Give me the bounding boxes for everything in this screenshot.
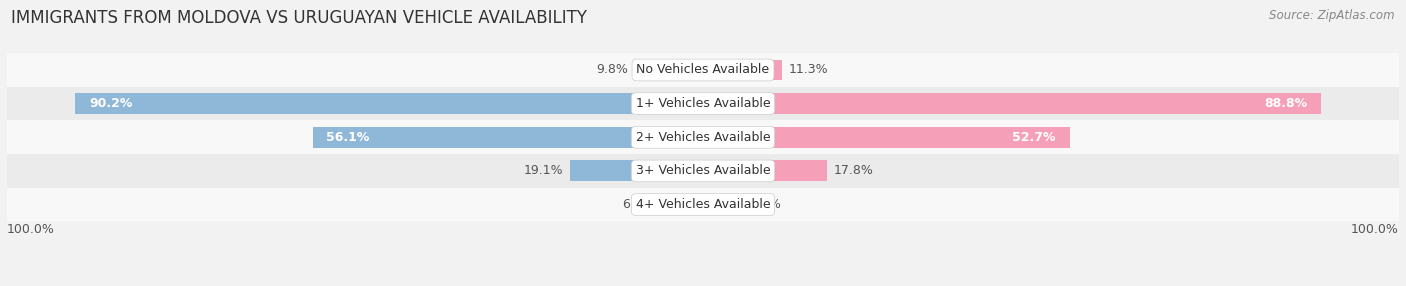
Bar [312,127,703,148]
Text: 4+ Vehicles Available: 4+ Vehicles Available [636,198,770,211]
Text: No Vehicles Available: No Vehicles Available [637,63,769,76]
Bar [7,53,1399,87]
Bar [634,59,703,80]
Bar [7,120,1399,154]
Text: 3+ Vehicles Available: 3+ Vehicles Available [636,164,770,177]
Bar [7,154,1399,188]
Bar [76,93,703,114]
Text: 100.0%: 100.0% [1351,223,1399,236]
Bar [703,59,782,80]
Text: 9.8%: 9.8% [596,63,628,76]
Text: 88.8%: 88.8% [1264,97,1308,110]
Text: 11.3%: 11.3% [789,63,828,76]
Text: Source: ZipAtlas.com: Source: ZipAtlas.com [1270,9,1395,21]
Text: 1+ Vehicles Available: 1+ Vehicles Available [636,97,770,110]
Text: 19.1%: 19.1% [523,164,564,177]
Bar [7,188,1399,221]
Text: 6.0%: 6.0% [623,198,654,211]
Text: 2+ Vehicles Available: 2+ Vehicles Available [636,131,770,144]
Text: IMMIGRANTS FROM MOLDOVA VS URUGUAYAN VEHICLE AVAILABILITY: IMMIGRANTS FROM MOLDOVA VS URUGUAYAN VEH… [11,9,588,27]
Bar [7,87,1399,120]
Bar [703,93,1322,114]
Text: 52.7%: 52.7% [1012,131,1056,144]
Bar [703,194,742,215]
Bar [569,160,703,181]
Bar [703,160,827,181]
Text: 100.0%: 100.0% [7,223,55,236]
Text: 5.6%: 5.6% [749,198,780,211]
Bar [703,127,1070,148]
Bar [661,194,703,215]
Text: 17.8%: 17.8% [834,164,873,177]
Text: 90.2%: 90.2% [89,97,132,110]
Text: 56.1%: 56.1% [326,131,370,144]
